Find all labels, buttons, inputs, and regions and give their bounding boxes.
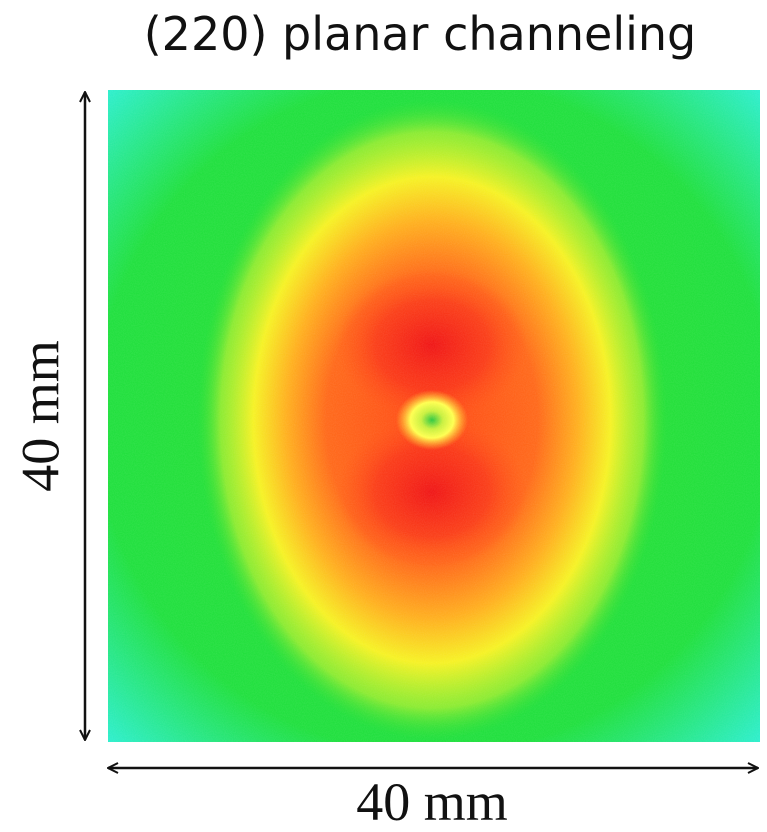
- heatmap: [108, 90, 760, 742]
- noise-texture: [108, 90, 760, 742]
- figure: (220) planar channeling 40 mm 40 mm: [0, 0, 767, 832]
- title: (220) planar channeling: [144, 7, 697, 61]
- x-label: 40 mm: [356, 772, 508, 832]
- y-label: 40 mm: [10, 340, 70, 492]
